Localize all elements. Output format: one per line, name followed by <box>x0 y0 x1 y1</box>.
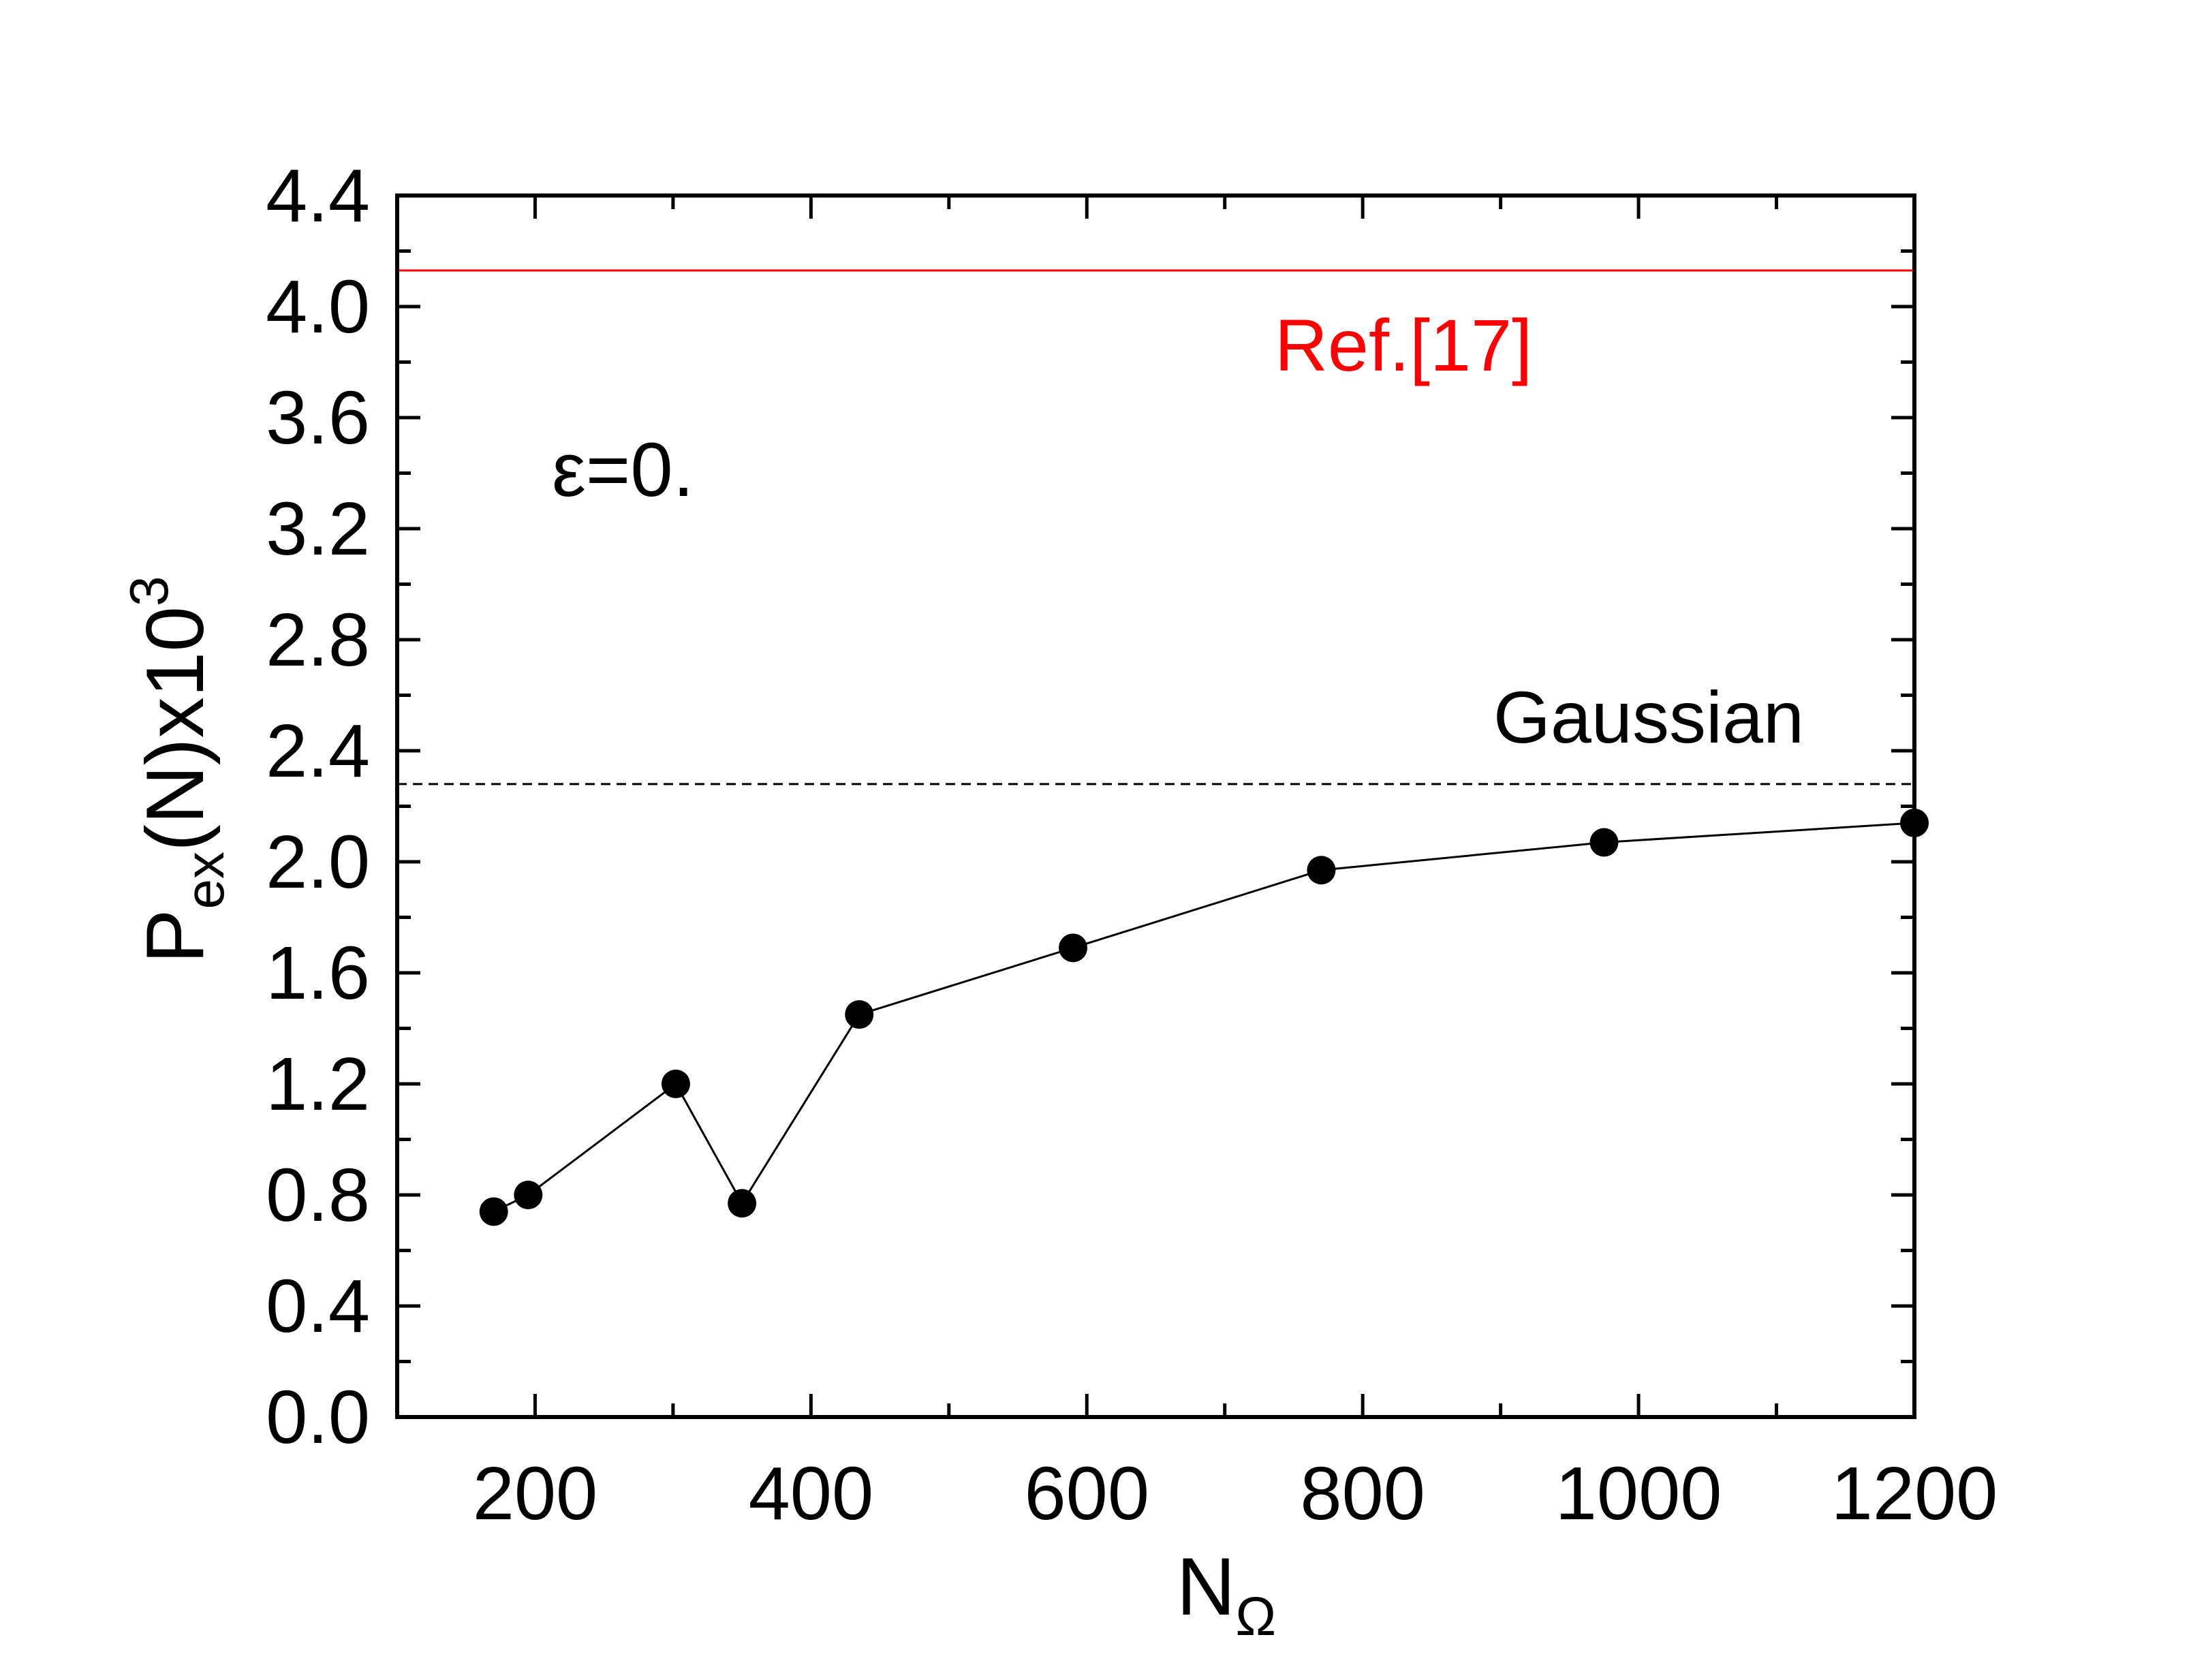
y-tick-label: 1.2 <box>266 1042 370 1126</box>
y-tick-label: 2.4 <box>266 709 370 793</box>
y-tick-label: 4.4 <box>266 154 370 238</box>
ref17-label: Ref.[17] <box>1275 304 1532 386</box>
x-tick-label: 200 <box>473 1452 598 1536</box>
y-tick-label: 2.8 <box>266 598 370 682</box>
x-tick-label: 1000 <box>1555 1452 1722 1536</box>
y-tick-label: 0.8 <box>266 1153 370 1237</box>
y-axis-title: Pex(N)x103 <box>119 576 235 963</box>
data-point-1 <box>514 1181 543 1209</box>
y-tick-label: 0.4 <box>266 1264 370 1348</box>
x-tick-label: 600 <box>1025 1452 1150 1536</box>
x-axis-title: NΩ <box>1177 1541 1276 1647</box>
y-tick-label: 1.6 <box>266 931 370 1015</box>
y-tick-label: 4.0 <box>266 265 370 349</box>
x-axis-title-base: N <box>1177 1541 1236 1632</box>
y-axis-title-middle: (N)x10 <box>129 606 221 852</box>
series-layer <box>479 808 1929 1226</box>
y-axis-title-superscript: 3 <box>119 576 179 606</box>
y-tick-label: 3.2 <box>266 487 370 571</box>
y-axis-title-subscript: ex <box>174 852 235 909</box>
data-point-3 <box>728 1189 757 1218</box>
x-tick-label: 400 <box>749 1452 874 1536</box>
x-tick-label: 800 <box>1300 1452 1425 1536</box>
y-axis-title-base: P <box>129 909 221 964</box>
x-tick-label: 1200 <box>1831 1452 1998 1536</box>
data-point-0 <box>479 1197 508 1226</box>
data-point-5 <box>1059 933 1088 963</box>
data-point-6 <box>1307 856 1336 885</box>
data-point-2 <box>661 1070 690 1098</box>
x-axis-title-subscript: Ω <box>1235 1586 1276 1647</box>
data-point-7 <box>1589 828 1619 857</box>
x-axis-ticks: 200 400 600 800 1000 1200 <box>395 196 1998 1536</box>
y-axis-ticks: 0.0 0.4 0.8 1.2 1.6 2.0 2.4 2.8 3.2 3.6 4.0 4.4 <box>266 154 1914 1459</box>
reference-lines <box>397 269 1914 785</box>
y-tick-label: 2.0 <box>266 820 370 904</box>
epsilon-annotation: ε=0. <box>552 427 694 512</box>
gaussian-label: Gaussian <box>1493 676 1804 758</box>
y-tick-label: 3.6 <box>266 376 370 460</box>
y-tick-label: 0.0 <box>266 1375 370 1459</box>
data-point-4 <box>845 1000 874 1029</box>
